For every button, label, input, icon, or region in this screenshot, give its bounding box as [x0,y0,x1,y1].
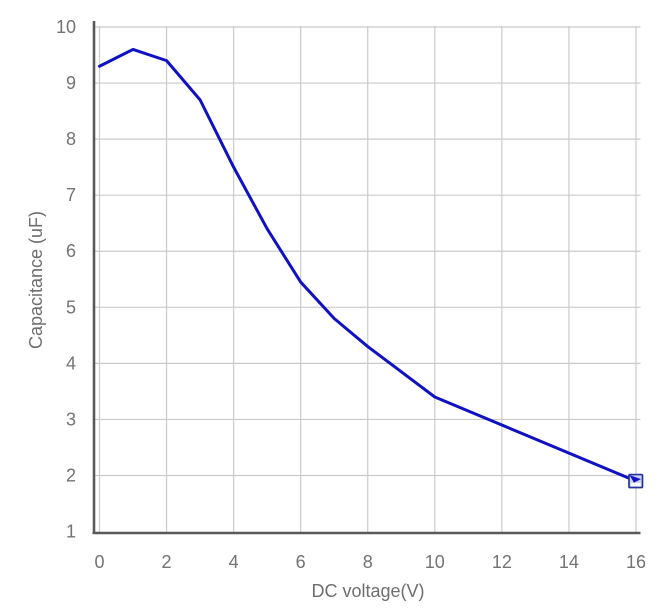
axis-layer [92,21,641,535]
x-tick-label: 14 [559,552,579,572]
endpoint-marker-icon [628,473,644,489]
y-tick-label: 2 [66,465,76,485]
y-tick-label: 3 [66,409,76,429]
y-tick-label: 9 [66,73,76,93]
x-tick-label: 6 [296,552,306,572]
x-tick-label: 2 [162,552,172,572]
x-tick-label: 12 [492,552,512,572]
y-tick-label: 6 [66,241,76,261]
x-tick-label: 4 [229,552,239,572]
x-axis-title: DC voltage(V) [311,581,424,601]
x-tick-label: 0 [94,552,104,572]
endpoint-marker-stripe [631,483,641,487]
x-tick-label: 16 [626,552,646,572]
endpoint-marker-arrow [629,475,641,483]
y-tick-label: 10 [56,17,76,37]
y-tick-label: 8 [66,129,76,149]
y-tick-label: 5 [66,297,76,317]
y-tick-label: 4 [66,353,76,373]
x-tick-label: 10 [425,552,445,572]
capacitance-curve [98,47,638,483]
y-tick-label: 1 [66,522,76,542]
y-axis-title: Capacitance (uF) [26,211,46,349]
x-tick-label: 8 [363,552,373,572]
y-tick-label: 7 [66,185,76,205]
grid-layer [94,26,641,533]
series-layer [98,47,644,489]
